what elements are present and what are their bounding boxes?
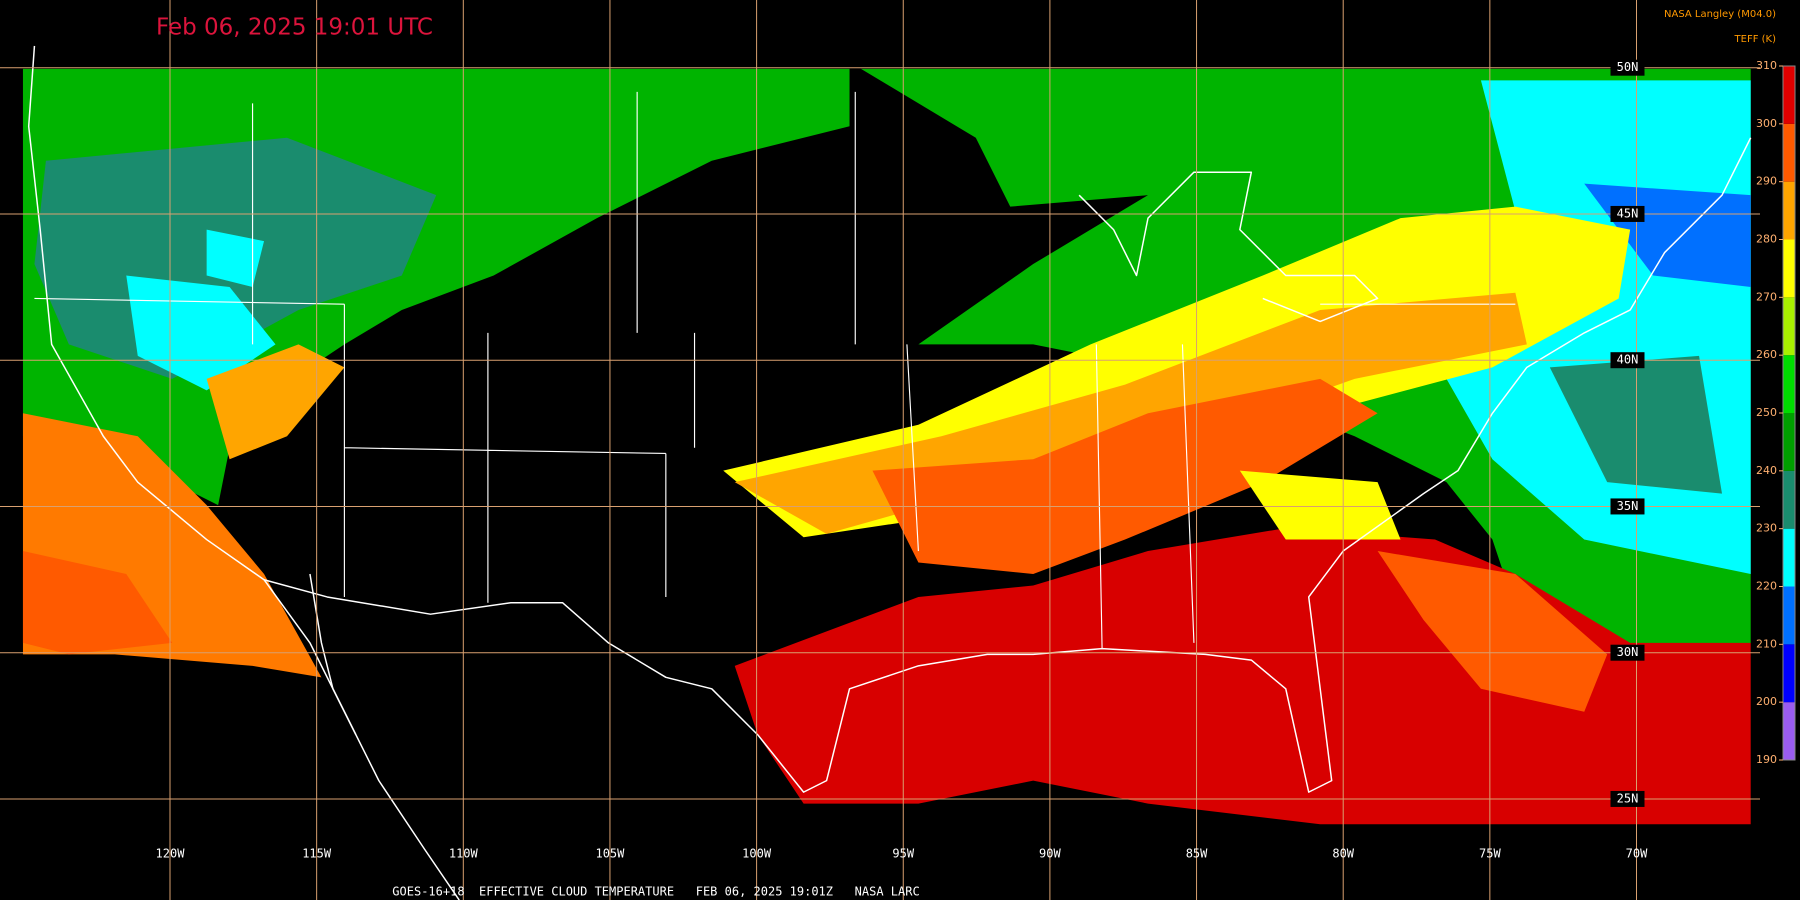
colorbar-tick-label: 190: [1756, 753, 1777, 766]
colorbar-segment: [1783, 702, 1795, 760]
colorbar-tick-label: 290: [1756, 175, 1777, 188]
colorbar-segment: [1783, 181, 1795, 240]
colorbar-segment: [1783, 123, 1795, 182]
timestamp-title: Feb 06, 2025 19:01 UTC: [156, 15, 433, 41]
colorbar-tick-label: 240: [1756, 464, 1777, 477]
lat-label: 45N: [1617, 206, 1639, 220]
lat-label: 50N: [1617, 60, 1639, 74]
lon-label: 120W: [156, 847, 186, 861]
colorbar-segment: [1783, 528, 1795, 587]
lon-label: 110W: [449, 847, 479, 861]
lon-label: 90W: [1039, 847, 1061, 861]
lat-label-bg: [1610, 352, 1645, 369]
lon-label: 85W: [1186, 847, 1208, 861]
graticule: 120W 115W 110W 105W 100W 95W 90W 85W 80W 75W 70W 50…: [0, 0, 1760, 900]
colorbar-segment: [1783, 470, 1795, 529]
footer: GOES-16+18 EFFECTIVE CLOUD TEMPERATURE F…: [392, 885, 919, 899]
colorbar-segment: [1783, 644, 1795, 703]
colorbar-tick-label: 230: [1756, 522, 1777, 535]
lat-label: 30N: [1617, 645, 1639, 659]
colorbar-tick-label: 250: [1756, 406, 1777, 419]
lon-label: 100W: [742, 847, 772, 861]
colorbar-tick-label: 270: [1756, 290, 1777, 303]
colorbar-label: TEFF (K): [1734, 34, 1777, 45]
coastlines: [27, 45, 1752, 900]
lat-label: 35N: [1617, 499, 1639, 513]
colorbar-tick-label: 280: [1756, 233, 1777, 246]
colorbar-tick-label: 260: [1756, 348, 1777, 361]
lat-label-bg: [1610, 205, 1645, 222]
cloud-imagery: [22, 68, 1751, 825]
colorbar-tick-label: 210: [1756, 637, 1777, 650]
colorbar-tick-label: 200: [1756, 695, 1777, 708]
lon-label: 80W: [1332, 847, 1354, 861]
lat-label-bg: [1610, 790, 1645, 807]
lon-label: 95W: [892, 847, 914, 861]
colorbar-tick-label: 300: [1756, 117, 1777, 130]
colorbar-segment: [1783, 297, 1795, 356]
colorbar-segment: [1783, 586, 1795, 645]
colorbar-tick-label: 220: [1756, 580, 1777, 593]
lat-label: 25N: [1617, 791, 1639, 805]
colorbar-segment: [1783, 413, 1795, 471]
lon-label: 115W: [302, 847, 332, 861]
colorbar-segment: [1783, 355, 1795, 413]
lon-label: 75W: [1479, 847, 1501, 861]
colorbar-segment: [1783, 66, 1795, 124]
lat-label-bg: [1610, 498, 1645, 515]
colorbar-segment: [1783, 239, 1795, 298]
credit: NASA Langley (M04.0): [1664, 9, 1776, 20]
colorbar-tick-label: 310: [1756, 59, 1777, 72]
lon-label: 105W: [595, 847, 625, 861]
lon-label: 70W: [1626, 847, 1648, 861]
lat-label-bg: [1610, 644, 1645, 661]
colorbar: 190 200 210 220 230 240 250 260 270 280 290 300 310: [1756, 59, 1796, 766]
lat-label-bg: [1610, 59, 1645, 76]
lat-label: 40N: [1617, 353, 1639, 367]
